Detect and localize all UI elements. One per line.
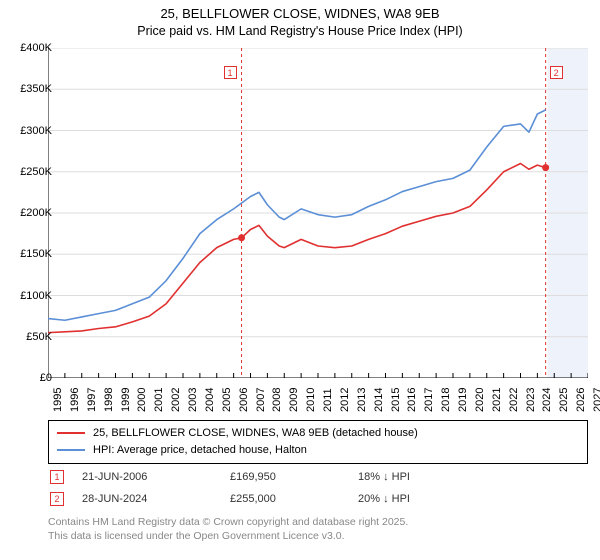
legend-item: 25, BELLFLOWER CLOSE, WIDNES, WA8 9EB (d… [57, 425, 579, 442]
y-tick-label: £100K [20, 290, 52, 302]
event-date: 28-JUN-2024 [82, 493, 212, 505]
x-tick-label: 2023 [525, 388, 537, 412]
x-tick-label: 2019 [457, 388, 469, 412]
y-tick-label: £50K [26, 331, 52, 343]
x-tick-label: 2021 [491, 388, 503, 412]
event-price: £255,000 [230, 493, 340, 505]
legend-item: HPI: Average price, detached house, Halt… [57, 442, 579, 459]
chart-plot-area [48, 48, 588, 378]
x-tick-label: 2007 [255, 388, 267, 412]
x-tick-label: 2000 [136, 388, 148, 412]
x-tick-label: 2017 [423, 388, 435, 412]
legend-swatch [57, 449, 85, 451]
x-tick-label: 1998 [103, 388, 115, 412]
x-tick-label: 2011 [322, 388, 334, 412]
x-tick-label: 2022 [508, 388, 520, 412]
y-tick-label: £200K [20, 207, 52, 219]
x-tick-label: 2024 [541, 388, 553, 412]
y-tick-label: £300K [20, 125, 52, 137]
x-tick-label: 2004 [204, 388, 216, 412]
x-tick-label: 1997 [86, 388, 98, 412]
footer-line: This data is licensed under the Open Gov… [48, 530, 588, 544]
footer-attribution: Contains HM Land Registry data © Crown c… [48, 516, 588, 543]
x-tick-label: 2013 [356, 388, 368, 412]
event-vs-hpi: 18% ↓ HPI [358, 471, 478, 483]
event-number-box: 1 [50, 470, 64, 484]
x-tick-label: 2003 [187, 388, 199, 412]
x-tick-label: 2006 [238, 388, 250, 412]
chart-container: 25, BELLFLOWER CLOSE, WIDNES, WA8 9EB Pr… [0, 0, 600, 560]
x-tick-label: 2026 [575, 388, 587, 412]
x-tick-label: 1995 [52, 388, 64, 412]
x-tick-label: 1999 [120, 388, 132, 412]
x-tick-label: 2015 [390, 388, 402, 412]
footer-line: Contains HM Land Registry data © Crown c… [48, 516, 588, 530]
y-tick-label: £350K [20, 83, 52, 95]
event-price: £169,950 [230, 471, 340, 483]
event-date: 21-JUN-2006 [82, 471, 212, 483]
y-tick-label: £0 [40, 372, 52, 384]
x-tick-label: 2027 [592, 388, 600, 412]
y-tick-label: £250K [20, 166, 52, 178]
legend-label: 25, BELLFLOWER CLOSE, WIDNES, WA8 9EB (d… [93, 425, 418, 442]
x-tick-label: 2002 [170, 388, 182, 412]
legend-swatch [57, 432, 85, 434]
event-marker-box: 1 [224, 66, 237, 79]
x-tick-label: 2020 [474, 388, 486, 412]
x-tick-label: 2005 [221, 388, 233, 412]
chart-subtitle: Price paid vs. HM Land Registry's House … [0, 23, 600, 39]
x-tick-label: 2025 [558, 388, 570, 412]
sale-event-row: 1 21-JUN-2006 £169,950 18% ↓ HPI [48, 466, 588, 488]
sale-event-row: 2 28-JUN-2024 £255,000 20% ↓ HPI [48, 488, 588, 510]
chart-title: 25, BELLFLOWER CLOSE, WIDNES, WA8 9EB [0, 6, 600, 23]
title-block: 25, BELLFLOWER CLOSE, WIDNES, WA8 9EB Pr… [0, 0, 600, 39]
x-tick-label: 2014 [373, 388, 385, 412]
x-tick-label: 2009 [288, 388, 300, 412]
x-tick-label: 2018 [440, 388, 452, 412]
x-tick-label: 2012 [339, 388, 351, 412]
event-number-box: 2 [50, 492, 64, 506]
legend: 25, BELLFLOWER CLOSE, WIDNES, WA8 9EB (d… [48, 420, 588, 464]
sale-events-table: 1 21-JUN-2006 £169,950 18% ↓ HPI 2 28-JU… [48, 466, 588, 510]
chart-svg [48, 48, 588, 378]
event-vs-hpi: 20% ↓ HPI [358, 493, 478, 505]
legend-label: HPI: Average price, detached house, Halt… [93, 442, 307, 459]
x-tick-label: 1996 [69, 388, 81, 412]
x-tick-label: 2016 [406, 388, 418, 412]
y-tick-label: £400K [20, 42, 52, 54]
x-tick-label: 2001 [153, 388, 165, 412]
x-tick-label: 2008 [271, 388, 283, 412]
y-tick-label: £150K [20, 248, 52, 260]
event-marker-box: 2 [550, 66, 563, 79]
x-tick-label: 2010 [305, 388, 317, 412]
